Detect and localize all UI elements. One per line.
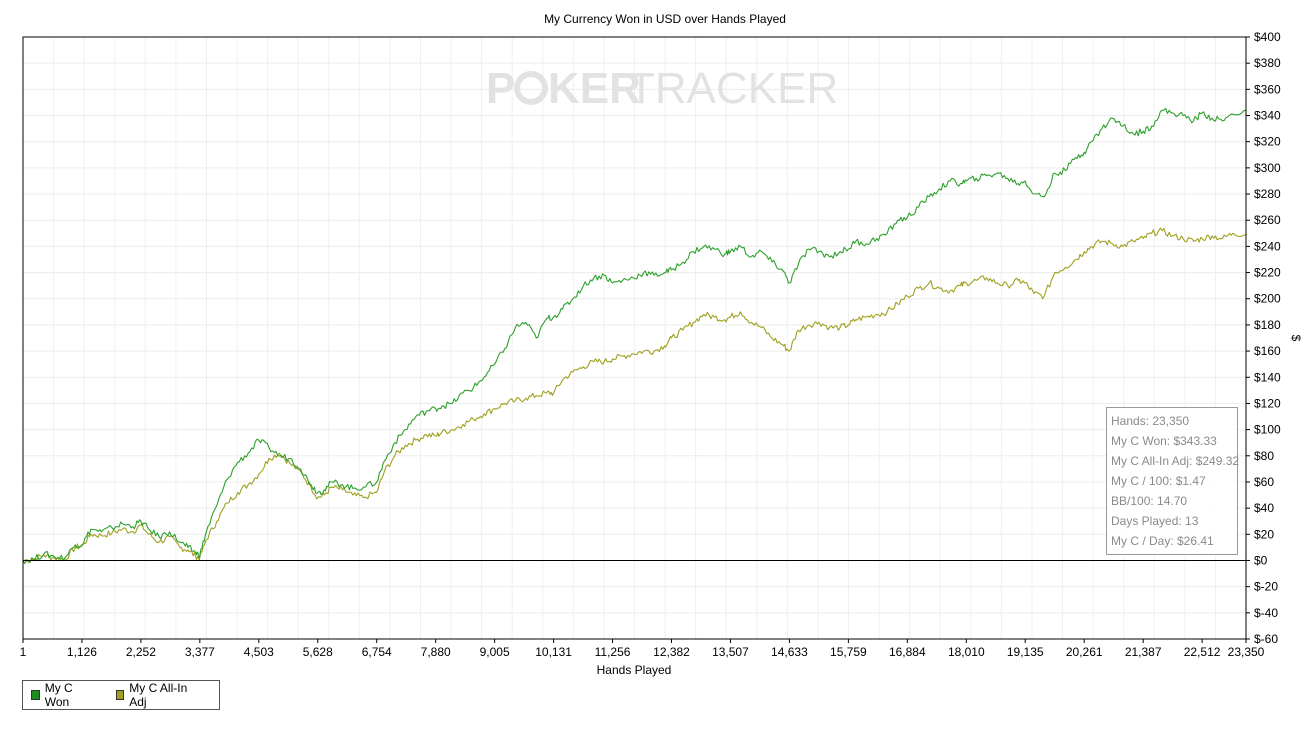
y-tick-label: $60	[1254, 475, 1274, 489]
y-tick-label: $100	[1254, 423, 1281, 437]
x-tick-label: 4,503	[244, 645, 274, 659]
x-tick-label: 22,512	[1184, 645, 1221, 659]
legend-label-won: My C Won	[44, 681, 73, 709]
watermark-text-middle: KER	[548, 64, 641, 113]
x-tick-label: 20,261	[1066, 645, 1103, 659]
x-tick-label: 18,010	[948, 645, 985, 659]
watermark-text-right: TRACKER	[628, 64, 838, 113]
legend-item-allin-adj[interactable]: My C All-In Adj	[115, 681, 196, 709]
x-tick-label: 12,382	[653, 645, 690, 659]
x-tick-label: 13,507	[712, 645, 749, 659]
y-axis-title: $	[1289, 335, 1303, 342]
watermark-chip-icon	[514, 71, 548, 105]
y-tick-label: $400	[1254, 30, 1281, 44]
x-tick-label: 3,377	[185, 645, 215, 659]
stats-per-day: My C / Day: $26.41	[1111, 534, 1214, 548]
legend-swatch-allin-adj	[115, 690, 125, 700]
x-tick-label: 7,880	[421, 645, 451, 659]
y-tick-label: $360	[1254, 82, 1281, 96]
x-tick-label: 16,884	[889, 645, 926, 659]
series-line-allin-adj	[22, 227, 1247, 563]
y-axis: $400 $380 $360 $340 $320 $300 $280 $260 $240 $220…	[1246, 30, 1281, 646]
chart-title: My Currency Won in USD over Hands Played	[544, 12, 786, 26]
y-tick-label: $-40	[1254, 606, 1278, 620]
stats-allin-adj: My C All-In Adj: $249.32	[1111, 454, 1240, 468]
y-tick-label: $220	[1254, 266, 1281, 280]
stats-days-played: Days Played: 13	[1111, 514, 1199, 528]
y-tick-label: $80	[1254, 449, 1274, 463]
legend-swatch-won	[31, 690, 40, 700]
y-tick-label: $-60	[1254, 632, 1278, 646]
pokertracker-watermark: P KER TRACKER	[486, 64, 838, 113]
plot-frame	[22, 36, 1247, 640]
y-tick-label: $-20	[1254, 580, 1278, 594]
x-tick-label: 1	[20, 645, 27, 659]
legend: My C Won My C All-In Adj	[22, 680, 220, 710]
x-tick-label: 21,387	[1125, 645, 1162, 659]
legend-item-won[interactable]: My C Won	[31, 681, 92, 709]
y-tick-label: $40	[1254, 501, 1274, 515]
y-tick-label: $120	[1254, 396, 1281, 410]
series-line-won	[22, 107, 1247, 565]
x-tick-label: 9,005	[480, 645, 510, 659]
x-tick-label: 5,628	[303, 645, 333, 659]
y-tick-label: $240	[1254, 239, 1281, 253]
y-tick-label: $20	[1254, 527, 1274, 541]
y-tick-label: $200	[1254, 292, 1281, 306]
x-tick-label: 19,135	[1007, 645, 1044, 659]
stats-hands: Hands: 23,350	[1111, 414, 1190, 428]
x-tick-label: 11,256	[595, 645, 631, 659]
x-axis: 1 1,126 2,252 3,377 4,503 5,628 6,754 7,880 9,00…	[20, 639, 1265, 659]
y-tick-label: $260	[1254, 213, 1281, 227]
stats-per-100: My C / 100: $1.47	[1111, 474, 1206, 488]
y-tick-label: $380	[1254, 56, 1281, 70]
y-tick-label: $140	[1254, 370, 1281, 384]
y-tick-label: $320	[1254, 135, 1281, 149]
x-tick-label: 10,131	[535, 645, 572, 659]
y-tick-label: $0	[1254, 553, 1268, 567]
x-tick-label: 1,126	[67, 645, 97, 659]
x-tick-label: 2,252	[126, 645, 156, 659]
stats-box: Hands: 23,350 My C Won: $343.33 My C All…	[1106, 407, 1240, 555]
x-tick-label: 14,633	[771, 645, 808, 659]
y-tick-label: $180	[1254, 318, 1281, 332]
x-axis-title: Hands Played	[597, 663, 672, 677]
watermark-text-left: P	[486, 64, 515, 113]
y-tick-label: $340	[1254, 109, 1281, 123]
series	[22, 107, 1247, 565]
x-tick-label: 15,759	[830, 645, 867, 659]
x-tick-label: 23,350	[1228, 645, 1265, 659]
legend-label-allin-adj: My C All-In Adj	[129, 681, 188, 709]
stats-won: My C Won: $343.33	[1111, 434, 1217, 448]
y-tick-label: $160	[1254, 344, 1281, 358]
grid	[23, 36, 1246, 640]
stats-bb-100: BB/100: 14.70	[1111, 494, 1188, 508]
x-tick-label: 6,754	[362, 645, 392, 659]
y-tick-label: $300	[1254, 161, 1281, 175]
y-tick-label: $280	[1254, 187, 1281, 201]
